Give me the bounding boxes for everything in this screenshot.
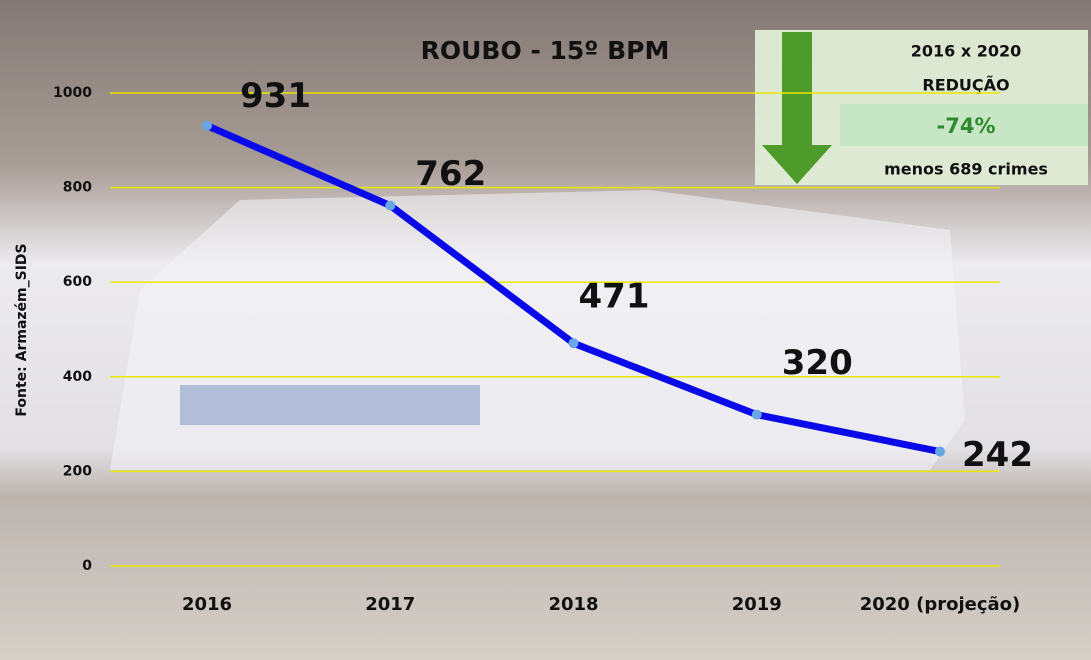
value-label: 931 xyxy=(240,76,311,116)
callout-label: REDUÇÃO xyxy=(922,76,1009,95)
callout-period: 2016 x 2020 xyxy=(911,42,1022,61)
callout-detail: menos 689 crimes xyxy=(884,160,1048,179)
y-tick-label: 200 xyxy=(63,463,92,479)
value-label: 320 xyxy=(782,343,853,383)
y-tick-label: 400 xyxy=(63,369,92,385)
y-axis-label: Fonte: Armazém_SIDS xyxy=(14,243,30,416)
point xyxy=(569,338,579,348)
point xyxy=(935,447,945,457)
value-label: 762 xyxy=(415,154,486,194)
x-tick-label: 2016 xyxy=(182,594,232,615)
y-tick-label: 600 xyxy=(63,274,92,290)
vehicle-stripe xyxy=(180,385,480,425)
value-label: 242 xyxy=(962,435,1033,475)
callout: 2016 x 2020 REDUÇÃO -74% menos 689 crime… xyxy=(755,30,1088,185)
callout-change: -74% xyxy=(937,114,996,138)
chart-title: ROUBO - 15º BPM xyxy=(421,36,670,65)
point xyxy=(385,201,395,211)
point xyxy=(752,410,762,420)
x-tick-label: 2019 xyxy=(732,594,782,615)
x-tick-label: 2018 xyxy=(548,594,598,615)
x-tick-label: 2017 xyxy=(365,594,415,615)
page: ROUBO - 15º BPM Fonte: Armazém_SIDS 2016… xyxy=(0,0,1091,660)
point xyxy=(202,121,212,131)
y-tick-label: 0 xyxy=(82,558,92,574)
chart: ROUBO - 15º BPM Fonte: Armazém_SIDS 2016… xyxy=(0,0,1091,660)
value-label: 471 xyxy=(579,277,650,317)
y-tick-label: 1000 xyxy=(53,85,92,101)
x-tick-label: 2020 (projeção) xyxy=(860,594,1021,615)
y-tick-label: 800 xyxy=(63,180,92,196)
